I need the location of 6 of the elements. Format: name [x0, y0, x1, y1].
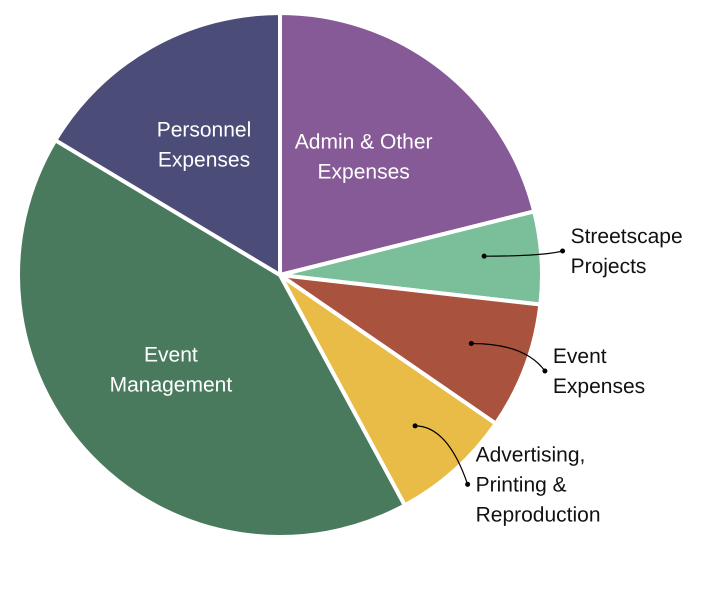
- slice-label: Streetscape Projects: [570, 224, 683, 278]
- slice-label: Personnel Expenses: [156, 118, 252, 172]
- slice-label: Event Expenses: [552, 344, 646, 398]
- slice-label: Advertising, Printing & Reproduction: [476, 442, 601, 526]
- slice-label: Event Management: [110, 343, 232, 396]
- slice-label: Admin & Other Expenses: [294, 130, 433, 183]
